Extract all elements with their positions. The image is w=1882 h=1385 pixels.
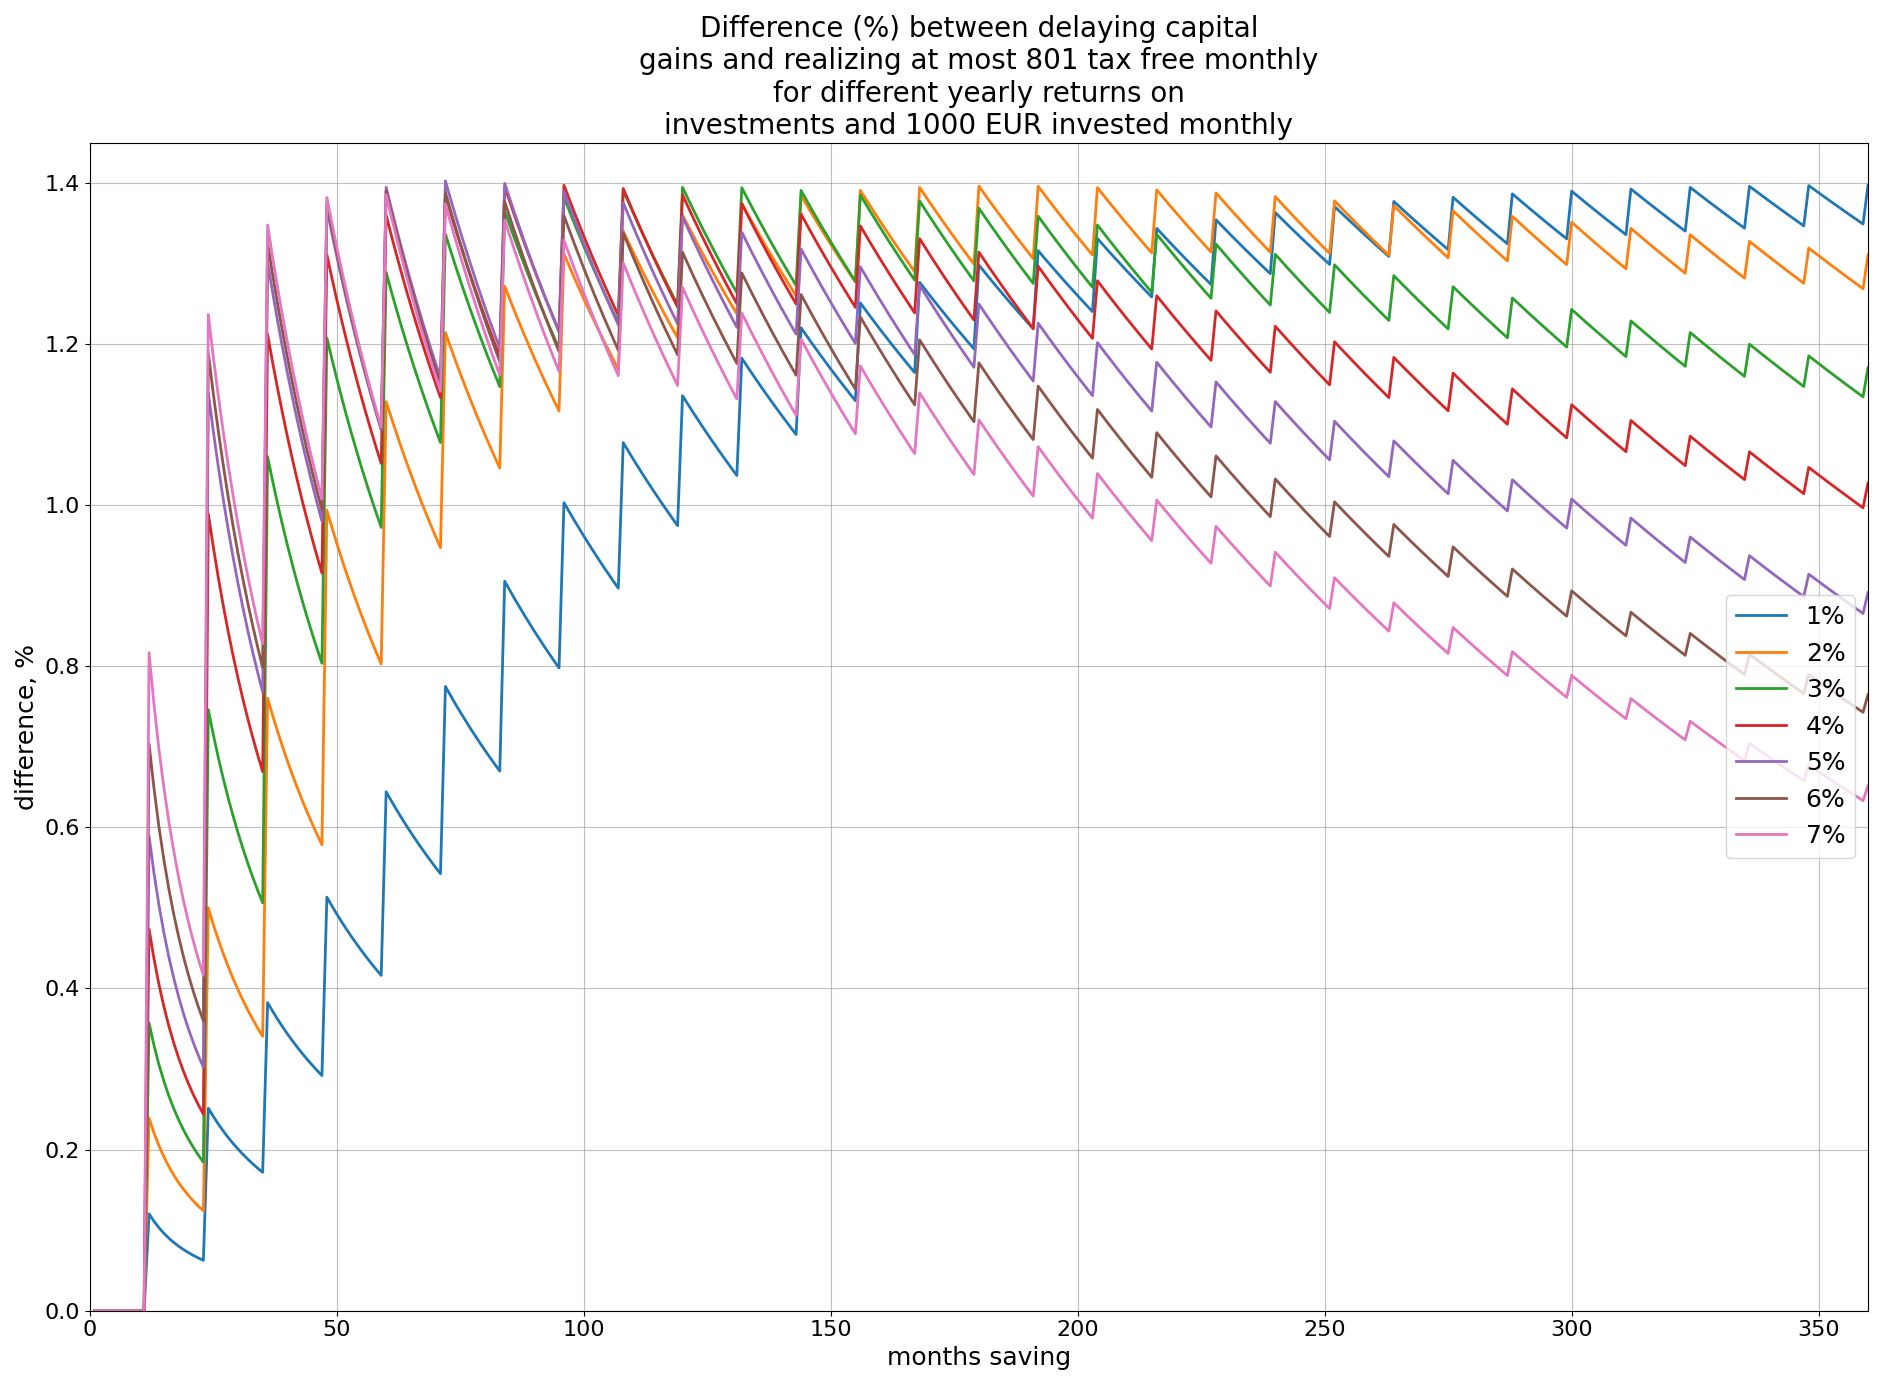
Line: 2%: 2% xyxy=(94,186,1867,1310)
6% xyxy=(301,463,324,479)
Line: 5%: 5% xyxy=(94,181,1867,1310)
3% xyxy=(612,181,634,198)
3% xyxy=(676,190,698,206)
7% xyxy=(375,187,397,204)
7% xyxy=(83,1302,105,1319)
6% xyxy=(1762,665,1784,681)
4% xyxy=(676,197,698,213)
Line: 1%: 1% xyxy=(94,186,1867,1310)
5% xyxy=(435,173,457,190)
5% xyxy=(83,1302,105,1319)
3% xyxy=(706,248,728,265)
2% xyxy=(967,177,990,194)
5% xyxy=(301,475,324,492)
7% xyxy=(617,267,640,284)
1% xyxy=(1856,177,1878,194)
7% xyxy=(1762,752,1784,769)
5% xyxy=(1762,566,1784,583)
7% xyxy=(1856,777,1878,794)
2% xyxy=(83,1302,105,1319)
2% xyxy=(1856,247,1878,263)
4% xyxy=(301,530,324,547)
5% xyxy=(864,284,886,301)
7% xyxy=(676,289,698,306)
Line: 3%: 3% xyxy=(94,187,1867,1310)
1% xyxy=(83,1302,105,1319)
2% xyxy=(700,263,723,280)
2% xyxy=(858,198,881,215)
4% xyxy=(83,1302,105,1319)
Y-axis label: difference, %: difference, % xyxy=(15,644,40,810)
6% xyxy=(864,334,886,350)
1% xyxy=(858,307,881,324)
Title: Difference (%) between delaying capital
gains and realizing at most 801 tax free: Difference (%) between delaying capital … xyxy=(638,15,1317,140)
X-axis label: months saving: months saving xyxy=(886,1346,1071,1370)
1% xyxy=(1758,193,1780,209)
2% xyxy=(1762,252,1784,269)
5% xyxy=(1856,584,1878,601)
3% xyxy=(301,625,324,641)
3% xyxy=(864,211,886,227)
1% xyxy=(700,432,723,449)
2% xyxy=(301,816,324,832)
3% xyxy=(1762,356,1784,373)
7% xyxy=(864,382,886,399)
6% xyxy=(706,317,728,334)
4% xyxy=(1856,475,1878,492)
3% xyxy=(83,1302,105,1319)
1% xyxy=(301,1057,324,1073)
1% xyxy=(670,388,693,404)
Line: 4%: 4% xyxy=(94,186,1867,1310)
3% xyxy=(1856,360,1878,377)
4% xyxy=(553,177,576,194)
5% xyxy=(676,219,698,235)
Line: 6%: 6% xyxy=(94,191,1867,1310)
6% xyxy=(617,237,640,253)
4% xyxy=(1762,463,1784,479)
7% xyxy=(301,452,324,468)
6% xyxy=(1856,687,1878,704)
1% xyxy=(612,435,634,452)
5% xyxy=(706,281,728,298)
Line: 7%: 7% xyxy=(94,195,1867,1310)
Legend: 1%, 2%, 3%, 4%, 5%, 6%, 7%: 1%, 2%, 3%, 4%, 5%, 6%, 7% xyxy=(1724,596,1854,859)
4% xyxy=(864,242,886,259)
4% xyxy=(706,258,728,274)
5% xyxy=(617,206,640,223)
7% xyxy=(706,352,728,368)
3% xyxy=(670,179,693,195)
2% xyxy=(612,223,634,240)
2% xyxy=(670,206,693,223)
6% xyxy=(83,1302,105,1319)
6% xyxy=(676,255,698,271)
4% xyxy=(617,193,640,209)
6% xyxy=(375,183,397,199)
